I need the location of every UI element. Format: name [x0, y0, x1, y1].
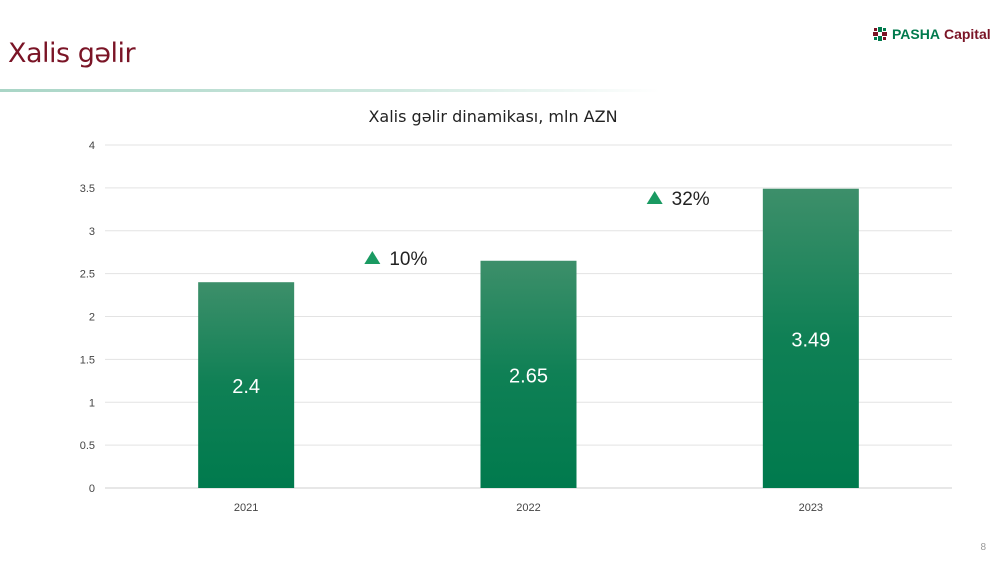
growth-annotation: 32%	[672, 189, 710, 210]
logo: PASHA Capital	[872, 26, 991, 42]
y-tick-label: 3	[89, 226, 95, 238]
growth-annotation: 10%	[389, 249, 427, 270]
y-tick-label: 1.5	[80, 354, 95, 366]
x-tick-label: 2022	[516, 502, 540, 514]
data-label: 2.65	[509, 365, 548, 387]
bar-2023	[762, 188, 859, 489]
chart-title: Xalis gəlir dinamikası, mln AZN	[368, 107, 617, 126]
bar-2021	[198, 282, 295, 488]
y-tick-label: 0.5	[80, 440, 95, 452]
triangle-up-icon	[646, 191, 663, 204]
y-tick-label: 3.5	[80, 183, 95, 195]
data-label: 3.49	[791, 329, 830, 351]
logo-text-pasha: PASHA	[892, 26, 940, 42]
x-tick-label: 2023	[799, 502, 823, 514]
logo-flower-icon	[873, 27, 887, 41]
y-tick-label: 0	[89, 483, 95, 495]
title-divider	[0, 89, 660, 92]
y-tick-label: 2	[89, 312, 95, 324]
logo-text-capital: Capital	[943, 26, 991, 42]
page-number: 8	[980, 542, 986, 553]
page-title: Xalis gəlir	[8, 38, 136, 69]
y-tick-label: 4	[89, 140, 95, 152]
bar-2022	[480, 260, 577, 488]
data-label: 2.4	[232, 376, 260, 398]
x-tick-label: 2021	[234, 502, 258, 514]
y-tick-label: 1	[89, 397, 95, 409]
y-tick-label: 2.5	[80, 269, 95, 281]
triangle-up-icon	[364, 251, 381, 264]
